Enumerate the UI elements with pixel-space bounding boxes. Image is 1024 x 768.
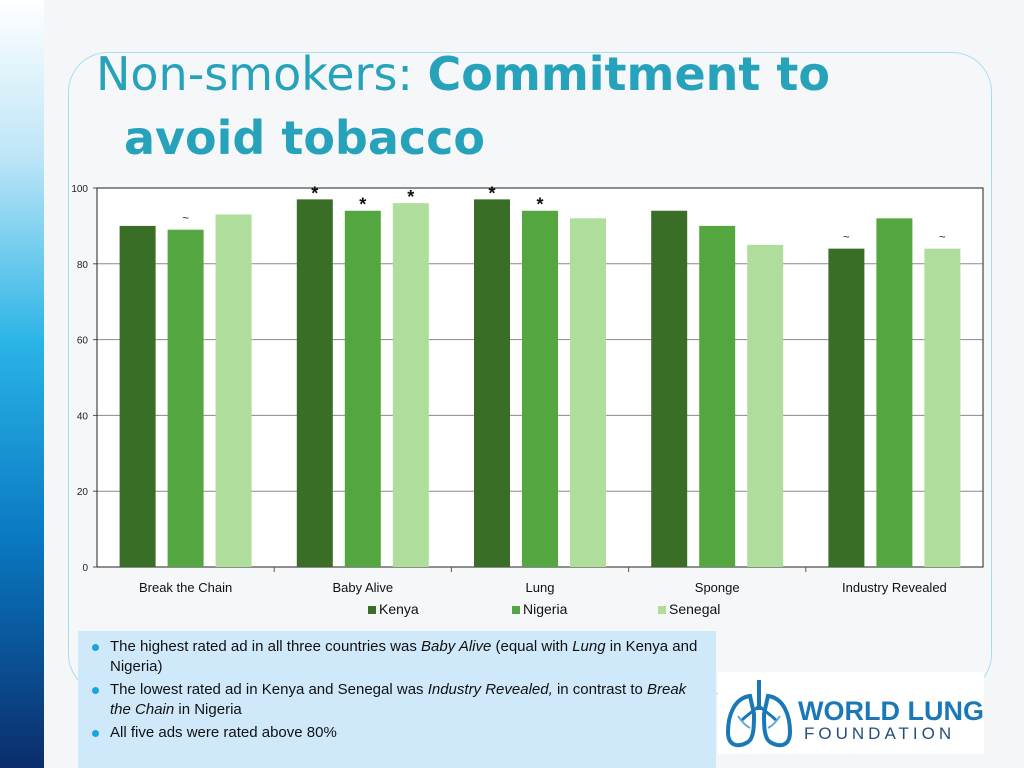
lungs-icon (725, 680, 793, 748)
bullet-item: All five ads were rated above 80% (92, 723, 706, 743)
y-tick-label: 40 (77, 411, 89, 422)
bar-nigeria (167, 229, 204, 567)
logo-text-line1: WORLD LUNG (798, 696, 984, 726)
bar-kenya (296, 199, 333, 567)
annotation-mark: * (536, 195, 543, 215)
title-normal: Non-smokers: (96, 47, 428, 101)
x-tick-label: Sponge (695, 580, 740, 595)
y-tick-label: 80 (77, 260, 89, 271)
annotation-mark: * (407, 187, 414, 207)
bullet-text: All five ads were rated above 80% (110, 724, 337, 741)
y-tick-label: 60 (77, 336, 89, 347)
x-tick-label: Baby Alive (332, 580, 393, 595)
bullet-dot-icon (92, 730, 99, 737)
bullet-text: in Nigeria (174, 701, 242, 718)
annotation-mark: ~ (843, 232, 849, 244)
x-tick-label: Lung (526, 580, 555, 595)
annotation-mark: * (359, 195, 366, 215)
bullet-item: The highest rated ad in all three countr… (92, 637, 706, 677)
bullet-text: The lowest rated ad in Kenya and Senegal… (110, 681, 428, 698)
bullet-text: The highest rated ad in all three countr… (110, 638, 422, 655)
bullet-dot-icon (92, 687, 99, 694)
y-tick-label: 0 (82, 563, 88, 574)
bar-kenya (119, 225, 156, 567)
annotation-mark: ~ (182, 213, 188, 225)
notes-box: The highest rated ad in all three countr… (78, 631, 716, 768)
annotation-mark: * (488, 183, 495, 203)
bar-kenya (828, 248, 865, 567)
bar-senegal (747, 244, 784, 567)
bullet-text: Baby Alive (421, 638, 492, 655)
bar-kenya (651, 210, 688, 568)
bullet-text: Lung (572, 638, 606, 655)
bullet-text: Industry Revealed, (427, 681, 553, 698)
bar-nigeria (876, 218, 913, 567)
bullet-dot-icon (92, 644, 99, 651)
legend-label: Senegal (669, 601, 720, 617)
bullet-item: The lowest rated ad in Kenya and Senegal… (92, 680, 706, 720)
legend-swatch (658, 606, 666, 614)
bullet-text: in contrast to (552, 681, 647, 698)
legend-label: Kenya (379, 601, 419, 617)
bar-kenya (474, 199, 510, 567)
bullet-list: The highest rated ad in all three countr… (92, 637, 706, 743)
bar-nigeria (344, 210, 381, 568)
bar-senegal (570, 218, 606, 567)
bar-nigeria (699, 225, 736, 567)
bullet-text: Break the Chain (110, 681, 687, 718)
y-tick-label: 20 (77, 487, 89, 498)
bullet-text: in Kenya and Nigeria) (110, 638, 698, 675)
legend-label: Nigeria (523, 601, 568, 617)
legend-swatch (368, 606, 376, 614)
left-gradient-bar (0, 0, 44, 768)
annotation-mark: * (311, 183, 318, 203)
bullet-text: (equal with (491, 638, 573, 655)
bar-nigeria (522, 210, 558, 568)
bar-senegal (392, 203, 429, 567)
legend-swatch (512, 606, 520, 614)
y-tick-label: 100 (71, 184, 88, 195)
bar-senegal (215, 214, 252, 567)
annotation-mark: ~ (939, 232, 945, 244)
title-bold-1: Commitment to (427, 47, 830, 101)
logo-text-line2: FOUNDATION (804, 724, 956, 743)
x-tick-label: Industry Revealed (842, 580, 947, 595)
world-lung-foundation-logo: WORLD LUNG FOUNDATION (718, 672, 984, 754)
x-tick-label: Break the Chain (139, 580, 232, 595)
title-bold-2: avoid tobacco (124, 111, 486, 165)
bar-senegal (924, 248, 961, 567)
page-title: Non-smokers: Commitment to avoid tobacco (96, 42, 976, 170)
bar-chart: 0 20 40 60 80 100 Break the Chain Baby Alive Lun… (71, 183, 984, 617)
